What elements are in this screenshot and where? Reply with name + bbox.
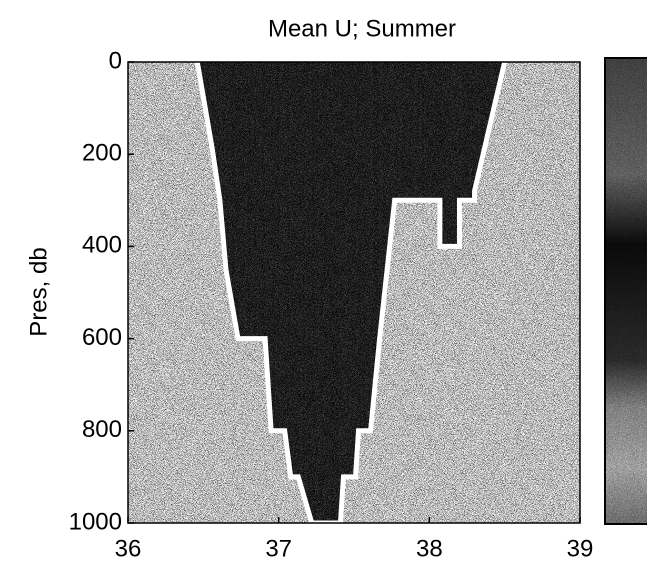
- y-tick-label: 0: [109, 47, 122, 74]
- x-tick-label: 39: [567, 535, 594, 562]
- trough-outline: [194, 62, 508, 523]
- y-tick-label: 200: [82, 140, 122, 167]
- x-tick-label: 36: [115, 535, 142, 562]
- y-tick-label: 400: [82, 232, 122, 259]
- x-tick-label: 38: [416, 535, 443, 562]
- plot-area: [128, 62, 580, 523]
- chart-title: Mean U; Summer: [268, 15, 456, 42]
- y-tick-label: 600: [82, 324, 122, 351]
- y-axis-label: Pres, db: [25, 247, 52, 336]
- x-tick-label: 37: [265, 535, 292, 562]
- plot-frame: [127, 61, 581, 524]
- y-tick-label: 1000: [69, 508, 122, 535]
- colorbar: [604, 57, 647, 525]
- y-tick-label: 800: [82, 416, 122, 443]
